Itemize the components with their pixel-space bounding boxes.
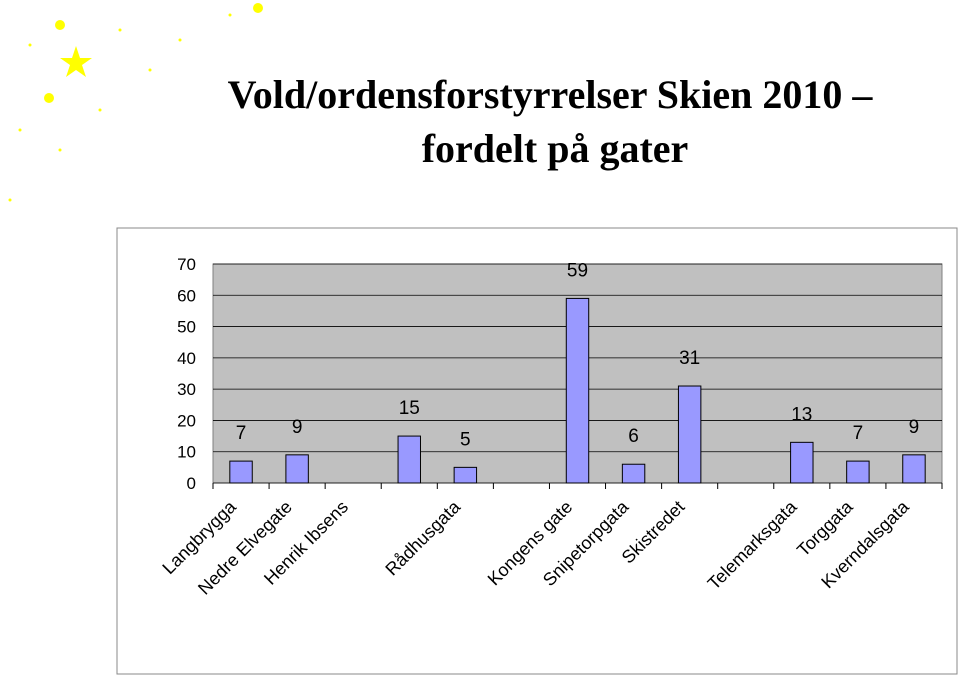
value-label: 5 <box>460 429 471 450</box>
bar <box>677 385 702 484</box>
value-label: 59 <box>567 260 588 281</box>
chart-subtitle: fordelt på gater <box>422 126 689 171</box>
value-label: 7 <box>853 423 864 444</box>
bar <box>453 466 478 484</box>
value-label: 9 <box>909 417 920 438</box>
value-label: 31 <box>679 348 700 369</box>
value-label: 15 <box>399 398 420 419</box>
y-tick-label: 20 <box>177 411 196 430</box>
value-label: 9 <box>292 417 303 438</box>
y-tick-label: 50 <box>177 318 196 337</box>
chart-title: Vold/ordensforstyrrelser Skien 2010 – <box>228 72 874 117</box>
y-tick-label: 60 <box>177 286 196 305</box>
y-tick-label: 70 <box>177 255 196 274</box>
decoration <box>8 3 263 202</box>
bar <box>790 441 814 484</box>
bar <box>902 454 926 484</box>
y-tick-label: 40 <box>177 349 196 368</box>
y-tick-label: 0 <box>187 474 196 493</box>
value-label: 13 <box>791 404 812 425</box>
bar <box>565 297 590 484</box>
y-tick-label: 30 <box>177 380 196 399</box>
bar <box>229 460 253 484</box>
bar <box>285 454 309 484</box>
value-label: 6 <box>628 426 639 447</box>
y-tick-label: 10 <box>177 443 196 462</box>
bar <box>397 435 421 484</box>
bar <box>846 460 870 484</box>
bar <box>621 463 646 484</box>
value-label: 7 <box>236 423 247 444</box>
